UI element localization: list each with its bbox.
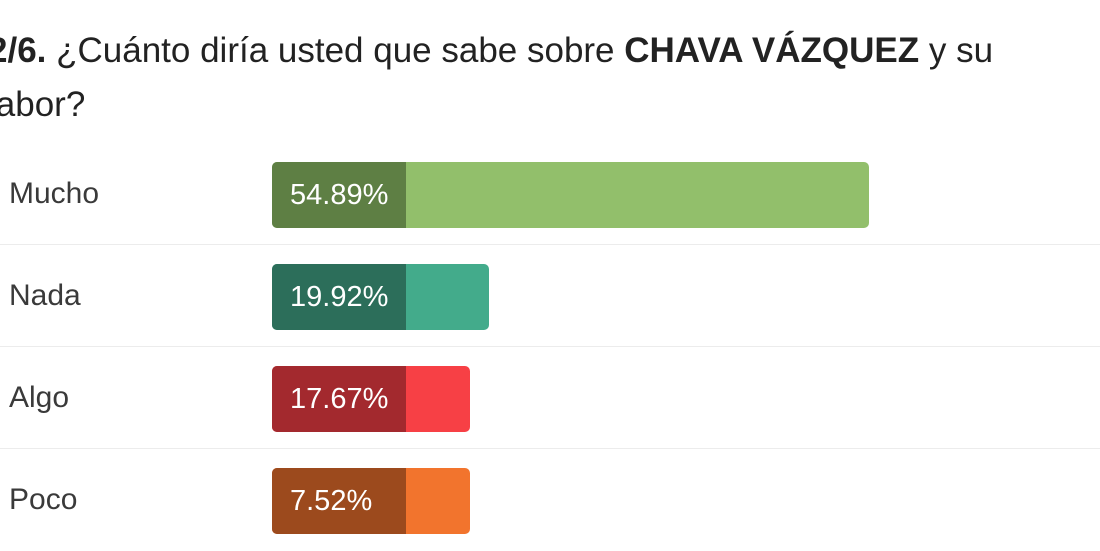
category-label: Mucho	[9, 177, 100, 210]
value-label: 54.89%	[290, 179, 389, 211]
result-row: Poco 7.52%	[0, 449, 1100, 551]
category-label: Nada	[9, 279, 81, 312]
result-bar: 54.89%	[272, 162, 869, 228]
value-label: 17.67%	[290, 383, 389, 415]
bar-value-segment	[272, 468, 406, 534]
bar-value-segment	[272, 366, 406, 432]
value-label: 19.92%	[290, 281, 389, 313]
result-row: Algo 17.67%	[0, 347, 1100, 449]
result-row: Nada 19.92%	[0, 245, 1100, 347]
bar-value-segment	[272, 264, 406, 330]
bar-value-segment	[272, 162, 406, 228]
result-bar: 17.67%	[272, 366, 470, 432]
value-label: 7.52%	[290, 485, 373, 517]
result-row: Mucho 54.89%	[0, 143, 1100, 245]
result-bar: 7.52%	[272, 468, 470, 534]
question-number: 2/6.	[0, 31, 47, 70]
question-text-after: y su labor?	[0, 31, 994, 124]
category-label: Poco	[9, 483, 78, 516]
results-chart: Mucho 54.89% Nada 19.92% Algo 17.67% Poc…	[0, 143, 1100, 551]
result-bar: 19.92%	[272, 264, 489, 330]
question-text-before: ¿Cuánto diría usted que sabe sobre	[46, 31, 625, 70]
candidate-name: CHAVA VÁZQUEZ	[624, 31, 920, 70]
category-label: Algo	[9, 381, 70, 414]
question-title: 2/6. ¿Cuánto diría usted que sabe sobre …	[0, 24, 1068, 132]
